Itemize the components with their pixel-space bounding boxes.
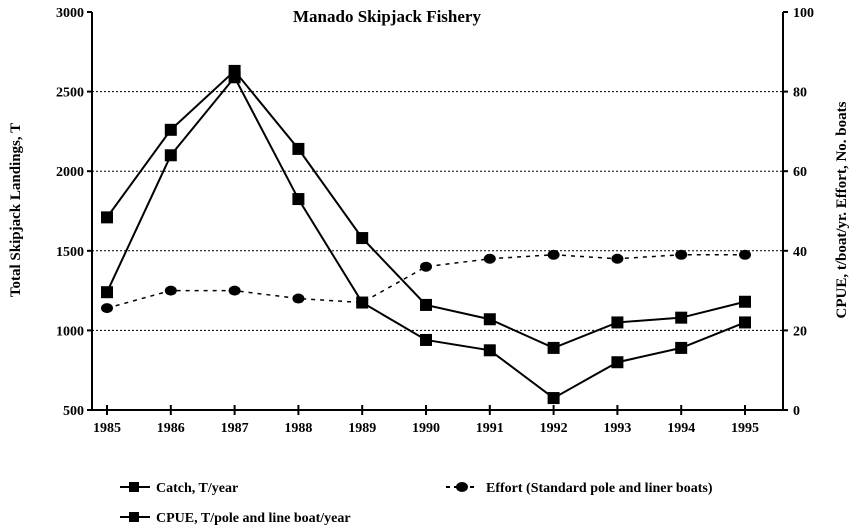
data-point: [164, 285, 177, 296]
data-point: [739, 316, 751, 329]
x-tick-label: 1992: [540, 421, 568, 436]
data-point: [739, 295, 751, 308]
y2-tick-label: 80: [793, 86, 807, 101]
legend-item-cpue: CPUE, T/pole and line boat/year: [120, 511, 351, 526]
data-point: [101, 286, 113, 299]
y2-axis-label: CPUE, t/boat/yr. Effort, No. boats: [834, 101, 850, 318]
legend-item-catch: Catch, T/year: [120, 481, 238, 496]
data-point: [611, 253, 624, 264]
y-tick-label: 500: [63, 404, 84, 419]
data-point: [228, 285, 241, 296]
y-tick-label: 1500: [56, 245, 84, 260]
data-point: [164, 149, 177, 162]
data-point: [420, 261, 432, 272]
x-tick-label: 1986: [157, 421, 185, 436]
x-tick-label: 1995: [731, 421, 759, 436]
data-point: [420, 298, 432, 311]
legend-label: Catch, T/year: [156, 481, 238, 496]
x-tick-label: 1991: [476, 421, 504, 436]
x-tick-label: 1989: [348, 421, 376, 436]
data-point: [356, 297, 369, 308]
data-point: [164, 123, 177, 136]
data-point: [292, 142, 305, 155]
y-tick-label: 1000: [56, 324, 84, 339]
y2-tick-label: 100: [793, 6, 814, 21]
data-point: [292, 193, 305, 206]
legend-item-effort: Effort (Standard pole and liner boats): [446, 481, 713, 496]
x-tick-label: 1990: [412, 421, 440, 436]
data-point: [675, 341, 688, 354]
data-point: [547, 341, 560, 354]
data-point: [611, 316, 624, 329]
y2-tick-label: 20: [793, 324, 807, 339]
x-tick-label: 1993: [603, 421, 631, 436]
x-tick-label: 1987: [221, 421, 249, 436]
y-tick-label: 2000: [56, 165, 84, 180]
data-point: [228, 71, 241, 84]
data-point: [483, 313, 496, 326]
y-axis-label: Total Skipjack Landings, T: [8, 123, 24, 297]
chart-title: Manado Skipjack Fishery: [293, 7, 481, 26]
data-point: [739, 249, 751, 260]
legend-label: Effort (Standard pole and liner boats): [486, 481, 713, 496]
data-point: [547, 392, 560, 405]
data-point: [420, 333, 432, 346]
data-point: [611, 356, 624, 369]
series-line-2: [106, 254, 745, 309]
data-point: [483, 253, 496, 264]
data-point: [292, 293, 305, 304]
data-point: [483, 344, 496, 357]
data-point: [101, 211, 113, 224]
y-tick-label: 2500: [56, 86, 84, 101]
y2-tick-label: 60: [793, 165, 807, 180]
data-point: [675, 311, 688, 324]
y2-tick-label: 0: [793, 404, 800, 419]
data-point: [356, 232, 369, 245]
legend: Catch, T/year CPUE, T/pole and line boat…: [120, 481, 713, 526]
x-tick-label: 1994: [667, 421, 695, 436]
y-tick-label: 3000: [56, 6, 84, 21]
series-line-1: [106, 75, 746, 400]
legend-label: CPUE, T/pole and line boat/year: [156, 511, 351, 526]
data-point: [675, 249, 688, 260]
x-tick-label: 1985: [93, 421, 121, 436]
x-tick-label: 1988: [284, 421, 312, 436]
data-point: [547, 249, 560, 260]
y2-tick-label: 40: [793, 245, 807, 260]
data-point: [101, 303, 113, 314]
